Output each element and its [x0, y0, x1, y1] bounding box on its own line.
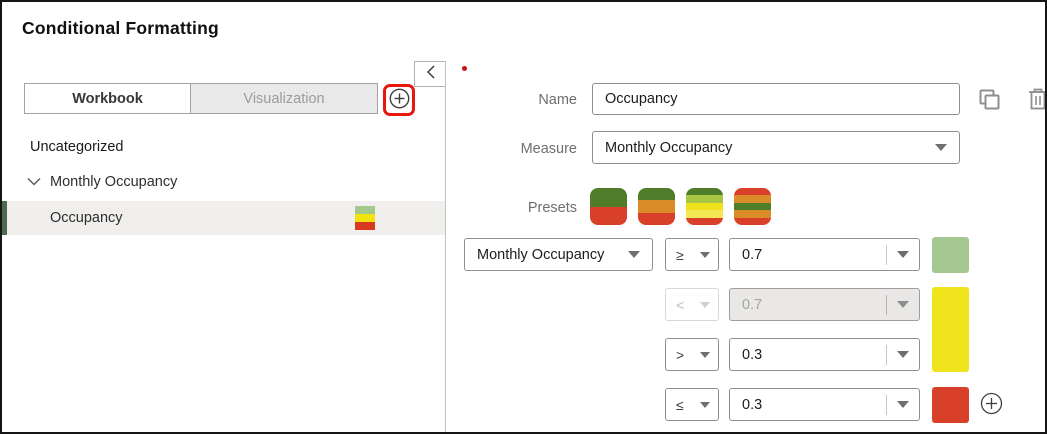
threshold-value: 0.7 [742, 246, 763, 263]
color-swatch-yellow[interactable] [932, 287, 969, 372]
chevron-down-icon [935, 144, 947, 151]
combo-divider [886, 394, 887, 415]
preset-swatch-diverging[interactable] [734, 188, 771, 225]
threshold-value: 0.3 [742, 396, 763, 413]
operator-value: ≥ [676, 246, 684, 263]
rule-measure-select[interactable]: Monthly Occupancy [464, 238, 653, 271]
combo-divider [886, 344, 887, 365]
name-label: Name [538, 92, 577, 108]
chevron-down-icon [700, 351, 710, 358]
add-format-button[interactable] [389, 88, 410, 112]
chevron-down-icon [700, 401, 710, 408]
page-title: Conditional Formatting [22, 18, 219, 38]
chevron-down-icon [897, 351, 909, 358]
presets-label: Presets [527, 200, 577, 216]
preset-swatch-green-orange-red[interactable] [638, 188, 675, 225]
plus-circle-icon [389, 88, 410, 112]
threshold-combo-4[interactable]: 0.3 [729, 388, 920, 421]
trash-icon [1028, 88, 1045, 113]
preset-swatch-green-red[interactable] [590, 188, 627, 225]
panel-divider [445, 61, 446, 432]
chevron-down-icon[interactable] [27, 174, 41, 190]
combo-divider [886, 244, 887, 265]
selection-accent-bar [2, 201, 7, 235]
operator-select-2: < [665, 288, 719, 321]
collapse-panel-button[interactable] [414, 61, 445, 87]
format-swatch-icon [355, 206, 375, 230]
measure-label: Measure [520, 141, 577, 157]
operator-select-1[interactable]: ≥ [665, 238, 719, 271]
list-item-occupancy[interactable]: Occupancy [2, 201, 445, 235]
threshold-combo-1[interactable]: 0.7 [729, 238, 920, 271]
add-threshold-button[interactable] [979, 392, 1003, 418]
tree-node-monthly-occupancy[interactable]: Monthly Occupancy [27, 174, 177, 190]
tab-bar: Workbook Visualization [24, 83, 378, 114]
color-swatch-red[interactable] [932, 387, 969, 423]
tab-visualization[interactable]: Visualization [191, 83, 378, 114]
chevron-down-icon [897, 251, 909, 258]
tree-node-label: Monthly Occupancy [50, 174, 178, 190]
operator-value: ≤ [676, 396, 684, 413]
chevron-down-icon [897, 401, 909, 408]
chevron-down-icon [628, 251, 640, 258]
chevron-down-icon [700, 301, 710, 308]
operator-select-3[interactable]: > [665, 338, 719, 371]
measure-select-value: Monthly Occupancy [605, 139, 733, 156]
operator-value: < [676, 296, 685, 313]
list-item-label: Occupancy [50, 210, 123, 226]
threshold-combo-2: 0.7 [729, 288, 920, 321]
threshold-value: 0.3 [742, 346, 763, 363]
preset-swatch-green-yellow-red[interactable] [686, 188, 723, 225]
combo-divider [886, 294, 887, 315]
annotation-dot [462, 66, 467, 71]
rule-measure-value: Monthly Occupancy [477, 246, 605, 263]
annotation-highlight [383, 84, 415, 116]
measure-select[interactable]: Monthly Occupancy [592, 131, 960, 164]
color-swatch-green[interactable] [932, 237, 969, 273]
operator-value: > [676, 346, 685, 363]
plus-circle-icon [980, 392, 1003, 418]
chevron-down-icon [897, 301, 909, 308]
copy-icon [979, 89, 1000, 113]
operator-select-4[interactable]: ≤ [665, 388, 719, 421]
name-input[interactable] [592, 83, 960, 115]
threshold-value: 0.7 [742, 296, 763, 313]
presets-row [590, 188, 771, 225]
duplicate-button[interactable] [978, 89, 1000, 113]
tree-category-label: Uncategorized [30, 139, 124, 155]
threshold-combo-3[interactable]: 0.3 [729, 338, 920, 371]
chevron-down-icon [700, 251, 710, 258]
chevron-left-icon [426, 64, 435, 84]
tab-workbook[interactable]: Workbook [24, 83, 191, 114]
delete-button[interactable] [1027, 88, 1045, 113]
